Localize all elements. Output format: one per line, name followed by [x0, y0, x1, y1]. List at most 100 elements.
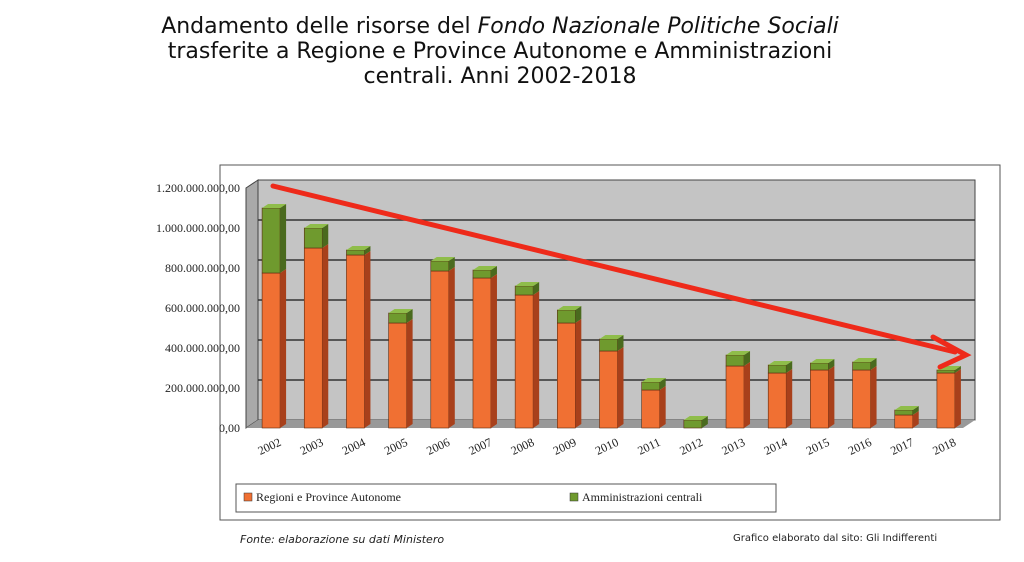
- bar-top: [894, 406, 919, 410]
- bar-top: [810, 359, 835, 363]
- title-fund-name: Fondo Nazionale Politiche Sociali: [477, 14, 839, 39]
- bar-side: [912, 406, 919, 415]
- side-wall: [245, 179, 259, 429]
- bar-top: [557, 306, 582, 310]
- title-line3: centrali. Anni 2002-2018: [363, 64, 637, 89]
- bar-side: [617, 335, 624, 351]
- bar-regions: [852, 369, 871, 429]
- bar-top: [683, 416, 708, 420]
- bar-central: [725, 354, 745, 367]
- bar-top: [599, 335, 624, 339]
- bar-side: [954, 369, 961, 428]
- credit-note: Grafico elaborato dal sito: Gli Indiffer…: [733, 533, 938, 544]
- trend-arrow-head: [930, 334, 972, 370]
- legend-swatch: [569, 492, 579, 502]
- bar-top: [388, 309, 413, 313]
- bar-top: [472, 266, 497, 270]
- y-tick-label: 0,00: [219, 421, 240, 435]
- bar-side: [575, 306, 582, 323]
- bar-central: [683, 419, 703, 429]
- bar-side: [744, 362, 751, 428]
- source-note: Fonte: elaborazione su dati Ministero: [240, 533, 445, 546]
- bar-side: [575, 319, 582, 428]
- bar-central: [430, 260, 450, 272]
- bar-side: [280, 204, 287, 273]
- bar-regions: [472, 277, 492, 429]
- title-line1: Andamento delle risorse del: [161, 14, 478, 39]
- chart-title: Andamento delle risorse del Fondo Nazion…: [0, 14, 1000, 89]
- trend-arrow: [270, 183, 958, 355]
- bar-central: [641, 381, 660, 391]
- bar-side: [448, 267, 455, 428]
- bar-side: [617, 347, 624, 428]
- bar-side: [406, 309, 413, 323]
- bar-central: [346, 249, 365, 256]
- bar-regions: [514, 294, 534, 429]
- bar-top: [726, 351, 751, 355]
- bar-regions: [725, 365, 745, 429]
- legend-swatch: [243, 492, 253, 502]
- y-tick-label: 1.000.000.000,00: [156, 221, 240, 235]
- bar-central: [852, 361, 871, 371]
- bar-central: [810, 362, 829, 371]
- bar-side: [786, 369, 793, 428]
- bar-regions: [936, 372, 956, 429]
- bar-side: [533, 291, 540, 428]
- bar-side: [322, 224, 329, 248]
- y-tick-label: 200.000.000,00: [165, 381, 240, 395]
- legend-label: Amministrazioni centrali: [582, 490, 703, 504]
- bar-side: [364, 251, 371, 428]
- y-tick-label: 400.000.000,00: [165, 341, 240, 355]
- bar-top: [768, 361, 793, 365]
- bar-side: [659, 386, 666, 428]
- bar-top: [346, 246, 371, 250]
- bar-regions: [346, 254, 365, 429]
- bar-central: [472, 269, 492, 279]
- bar-side: [828, 359, 835, 370]
- bar-regions: [767, 372, 787, 429]
- bar-side: [744, 351, 751, 366]
- bar-central: [514, 285, 534, 296]
- bar-central: [261, 207, 281, 274]
- bar-regions: [430, 270, 450, 429]
- legend-label: Regioni e Province Autonome: [256, 490, 401, 504]
- bar-top: [641, 378, 666, 382]
- bar-top: [430, 257, 455, 261]
- bar-central: [599, 338, 618, 352]
- bar-top: [515, 282, 540, 286]
- bar-regions: [261, 272, 281, 429]
- bar-regions: [303, 247, 323, 429]
- bar-regions: [894, 414, 914, 429]
- bar-regions: [557, 322, 576, 429]
- bar-side: [490, 274, 497, 428]
- bar-regions: [641, 389, 660, 429]
- y-tick-label: 1.200.000.000,00: [156, 181, 240, 195]
- bar-central: [557, 309, 576, 324]
- bar-regions: [810, 369, 829, 429]
- bar-side: [870, 366, 877, 428]
- bar-side: [322, 244, 329, 428]
- legend-box: [235, 483, 777, 513]
- bar-side: [533, 282, 540, 295]
- bar-side: [828, 366, 835, 428]
- bar-central: [767, 364, 787, 374]
- bar-central: [303, 227, 323, 249]
- bar-central: [936, 369, 956, 374]
- bar-top: [304, 224, 329, 228]
- y-tick-label: 600.000.000,00: [165, 301, 240, 315]
- bar-side: [448, 257, 455, 271]
- bar-central: [894, 409, 914, 416]
- bar-top: [262, 204, 287, 208]
- bar-side: [280, 269, 287, 428]
- bar-side: [406, 319, 413, 428]
- bar-central: [388, 312, 407, 324]
- bar-side: [954, 366, 961, 373]
- bar-regions: [599, 350, 618, 429]
- bar-side: [364, 246, 371, 255]
- bar-side: [912, 411, 919, 428]
- bar-regions: [388, 322, 407, 429]
- title-line2: trasferite a Regione e Province Autonome…: [167, 39, 833, 64]
- y-tick-label: 800.000.000,00: [165, 261, 240, 275]
- bar-top: [852, 358, 877, 362]
